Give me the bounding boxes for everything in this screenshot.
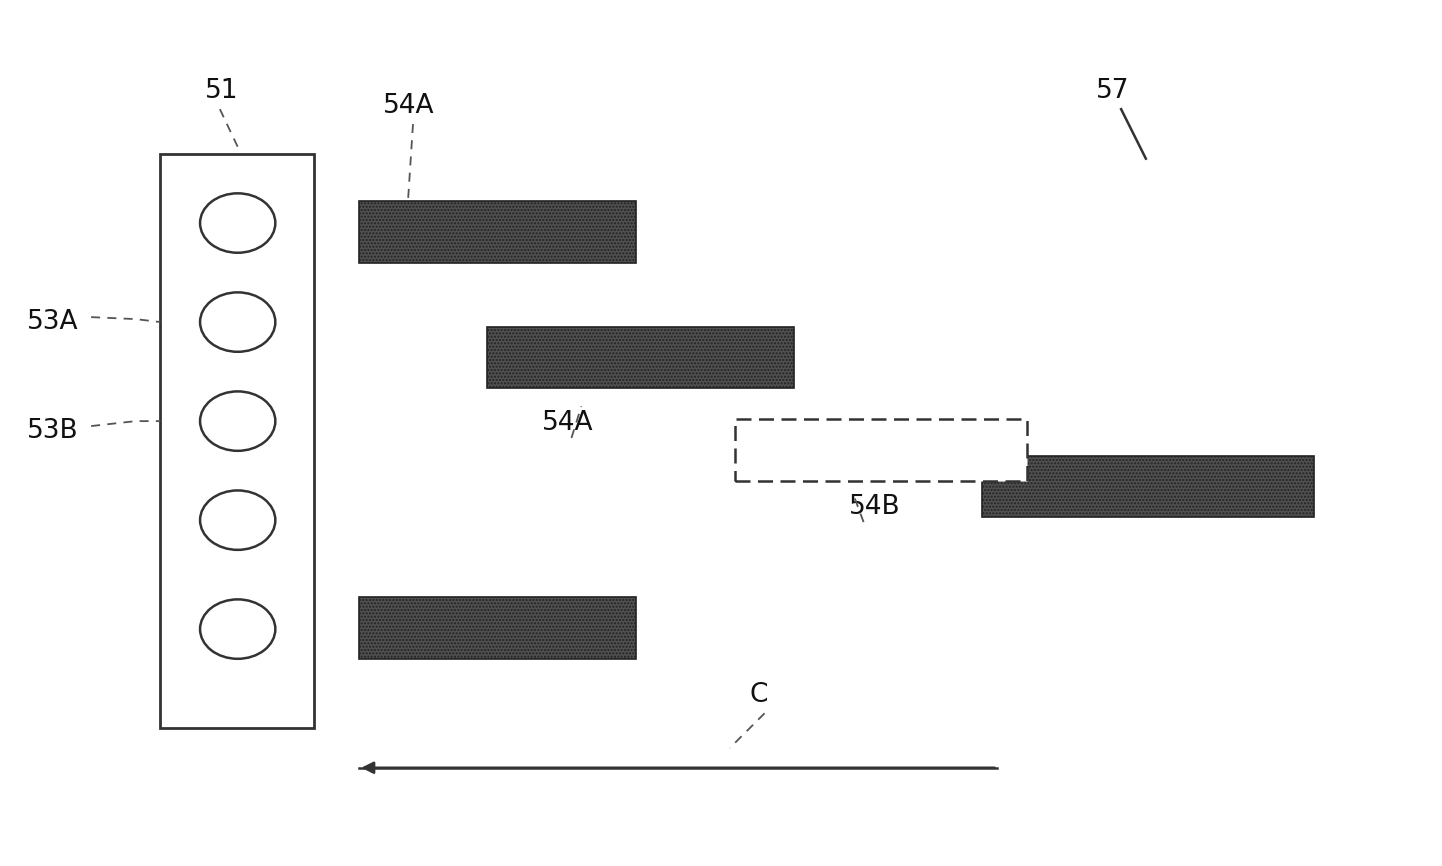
Bar	[982, 456, 1314, 517]
Text: 51: 51	[205, 78, 238, 104]
Bar	[359, 201, 636, 262]
Bar	[487, 327, 795, 389]
Text: 53B: 53B	[27, 418, 78, 444]
Bar	[160, 153, 314, 728]
Ellipse shape	[200, 490, 275, 550]
Text: 54A: 54A	[542, 410, 593, 436]
Ellipse shape	[200, 599, 275, 659]
Text: 54A: 54A	[384, 93, 435, 119]
Ellipse shape	[200, 391, 275, 451]
Bar	[735, 419, 1027, 481]
Text: 57: 57	[1096, 78, 1131, 104]
Bar	[359, 598, 636, 659]
Text: 54B: 54B	[849, 494, 900, 520]
Text: 53A: 53A	[27, 309, 78, 335]
Ellipse shape	[200, 293, 275, 352]
Ellipse shape	[200, 193, 275, 253]
Text: C: C	[750, 682, 769, 708]
